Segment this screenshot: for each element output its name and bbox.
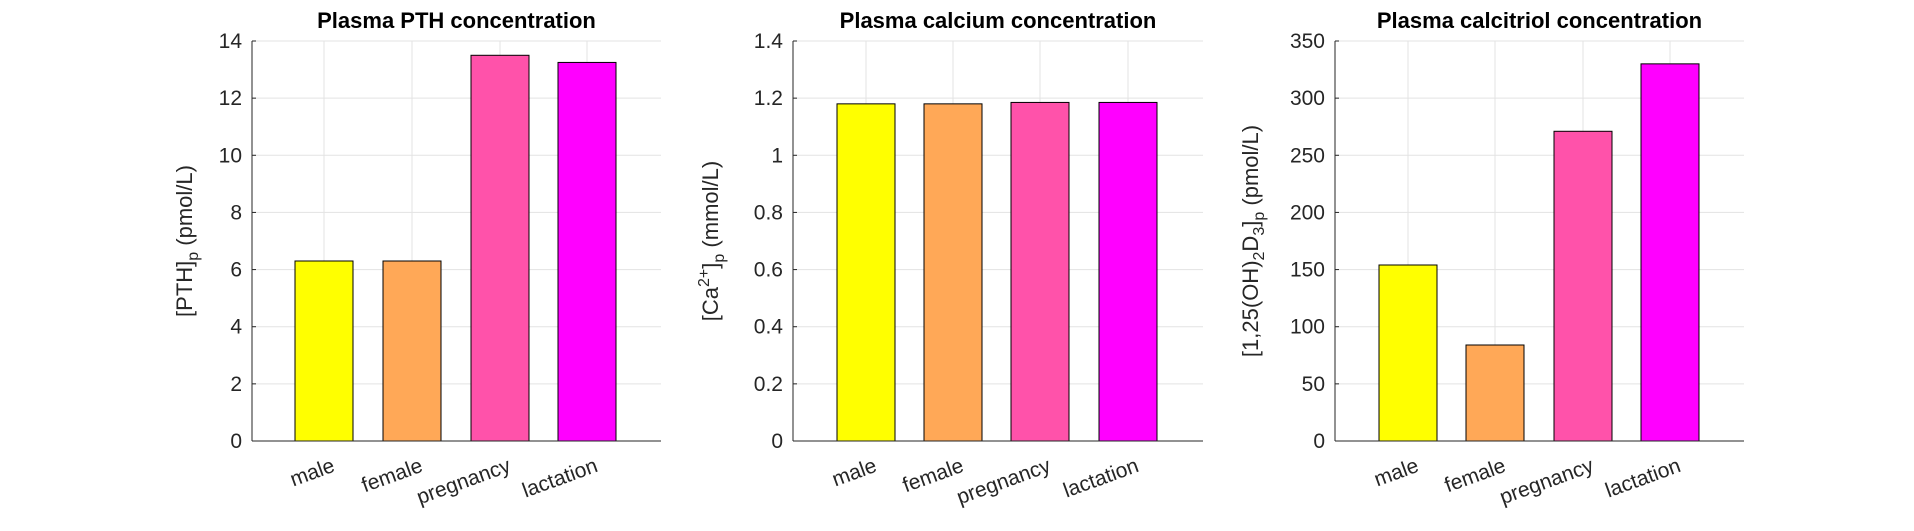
y-tick-label: 0	[1313, 430, 1325, 453]
y-tick-label: 1.4	[754, 30, 784, 53]
bar-female	[382, 260, 442, 442]
y-tick-label: 150	[1290, 259, 1325, 282]
bar-male	[836, 103, 896, 442]
y-tick-label: 1.2	[754, 87, 783, 110]
bar-female	[923, 103, 983, 442]
y-tick-label: 300	[1290, 87, 1325, 110]
y-tick-label: 0.6	[754, 259, 783, 282]
x-tick-label-male: male	[1371, 454, 1422, 491]
bar-male	[1378, 264, 1438, 442]
bar-pregnancy	[470, 54, 530, 442]
x-tick-label-lactation: lactation	[1060, 454, 1141, 502]
y-axis-label: [PTH]p (pmol/L)	[172, 165, 202, 317]
y-tick-label: 0.2	[754, 373, 783, 396]
x-tick-label-pregnancy: pregnancy	[1497, 454, 1597, 509]
chart-title: Plasma PTH concentration	[317, 8, 596, 33]
bar-male	[294, 260, 354, 442]
y-tick-label: 1	[771, 144, 783, 167]
bar-pregnancy	[1010, 101, 1070, 442]
y-tick-label: 0.8	[754, 201, 783, 224]
y-tick-label: 10	[219, 144, 242, 167]
x-tick-label-lactation: lactation	[1602, 454, 1683, 502]
bar-pregnancy	[1553, 130, 1613, 442]
chart-title: Plasma calcium concentration	[840, 8, 1157, 33]
y-tick-label: 0	[771, 430, 783, 453]
y-tick-label: 0.4	[754, 316, 784, 339]
x-tick-label-pregnancy: pregnancy	[954, 454, 1054, 509]
bar-lactation	[1640, 63, 1700, 442]
y-tick-label: 100	[1290, 316, 1325, 339]
y-axis-label: [1,25(OH)2D3]p (pmol/L)	[1238, 125, 1268, 357]
y-tick-label: 50	[1302, 373, 1325, 396]
y-tick-label: 200	[1290, 201, 1325, 224]
x-tick-label-lactation: lactation	[519, 454, 600, 502]
bar-female	[1465, 344, 1525, 442]
y-tick-label: 14	[219, 30, 243, 53]
y-tick-label: 6	[230, 259, 242, 282]
chart-title: Plasma calcitriol concentration	[1377, 8, 1702, 33]
x-tick-label-male: male	[829, 454, 880, 491]
y-tick-label: 8	[230, 201, 242, 224]
y-tick-label: 2	[230, 373, 242, 396]
y-tick-label: 12	[219, 87, 242, 110]
y-axis-label: [Ca2+]p (mmol/L)	[696, 161, 728, 321]
y-tick-label: 4	[230, 316, 242, 339]
y-tick-label: 250	[1290, 144, 1325, 167]
bar-lactation	[1098, 101, 1158, 442]
y-tick-label: 350	[1290, 30, 1325, 53]
x-tick-label-male: male	[287, 454, 338, 491]
x-tick-label-pregnancy: pregnancy	[414, 454, 514, 509]
y-tick-label: 0	[230, 430, 242, 453]
bar-lactation	[557, 61, 617, 442]
